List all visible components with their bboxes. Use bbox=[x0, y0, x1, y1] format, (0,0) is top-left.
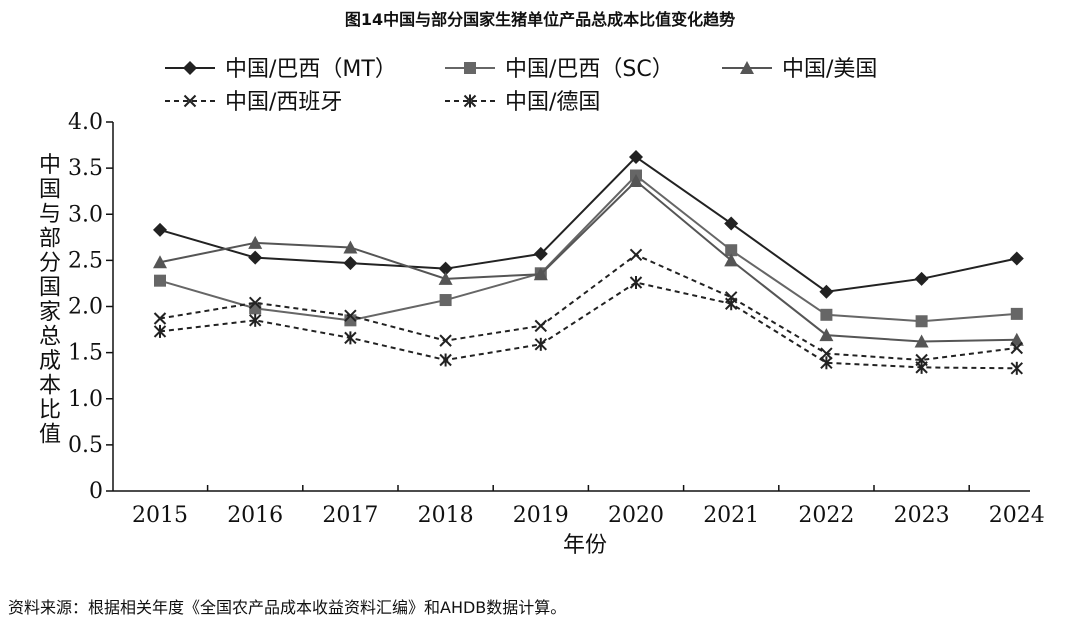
series-1 bbox=[153, 150, 1024, 299]
data-point bbox=[819, 328, 834, 342]
legend-label: 中国/德国 bbox=[505, 90, 600, 115]
data-point bbox=[629, 150, 643, 165]
legend-label: 中国/西班牙 bbox=[225, 90, 342, 115]
series-line bbox=[159, 174, 1017, 323]
y-tick-label: 2.5 bbox=[68, 248, 103, 273]
y-tick-label: 0 bbox=[89, 479, 103, 504]
data-point bbox=[724, 216, 739, 231]
data-point bbox=[915, 315, 928, 328]
data-point bbox=[248, 313, 262, 327]
data-point bbox=[344, 331, 357, 345]
y-tick-label: 3.5 bbox=[68, 156, 103, 181]
legend-marker bbox=[183, 61, 197, 75]
series-line bbox=[159, 179, 1017, 343]
data-point bbox=[438, 261, 453, 276]
data-point bbox=[438, 271, 453, 285]
y-axis-label: 中国与部分国家总成本比值 bbox=[39, 153, 61, 448]
data-point bbox=[820, 308, 833, 321]
legend-item-1: 中国/巴西（MT） bbox=[165, 57, 397, 82]
legend-marker bbox=[183, 94, 197, 108]
series-line bbox=[159, 281, 1017, 370]
series-layer bbox=[153, 150, 1024, 375]
data-point bbox=[1009, 332, 1024, 346]
data-point bbox=[724, 253, 739, 267]
x-tick-label: 2022 bbox=[798, 503, 854, 528]
series-2 bbox=[154, 169, 1023, 328]
x-tick-label: 2023 bbox=[894, 503, 950, 528]
data-point bbox=[1010, 307, 1023, 320]
y-tick-label: 4.0 bbox=[68, 110, 103, 135]
series-5 bbox=[153, 276, 1024, 375]
x-tick-label: 2018 bbox=[418, 503, 474, 528]
chart-title: 图14中国与部分国家生猪单位产品总成本比值变化趋势 bbox=[344, 10, 736, 29]
x-tick-label: 2017 bbox=[322, 503, 378, 528]
legend-label: 中国/巴西（SC） bbox=[505, 57, 674, 82]
x-tick-label: 2016 bbox=[227, 503, 283, 528]
data-point bbox=[819, 284, 834, 299]
x-tick-label: 2019 bbox=[513, 503, 569, 528]
legend-marker bbox=[464, 62, 476, 74]
y-tick-label: 0.5 bbox=[68, 433, 103, 458]
data-point bbox=[1010, 361, 1024, 375]
x-tick-label: 2021 bbox=[703, 503, 759, 528]
data-point bbox=[439, 334, 452, 347]
data-point bbox=[534, 319, 548, 333]
y-tick-label: 1.0 bbox=[68, 387, 103, 412]
series-line bbox=[159, 253, 1017, 362]
x-tick-label: 2020 bbox=[608, 503, 664, 528]
data-point bbox=[1010, 341, 1024, 355]
data-point bbox=[820, 356, 833, 370]
y-tick-label: 2.0 bbox=[68, 295, 103, 320]
legend-item-5: 中国/德国 bbox=[445, 90, 600, 115]
data-point bbox=[534, 337, 548, 351]
data-point bbox=[154, 274, 166, 287]
data-point bbox=[439, 294, 452, 307]
data-point bbox=[914, 271, 929, 286]
y-tick-label: 3.0 bbox=[68, 202, 103, 227]
data-point bbox=[629, 248, 643, 262]
data-point bbox=[915, 360, 928, 374]
x-tick-label: 2024 bbox=[989, 503, 1045, 528]
x-axis-label: 年份 bbox=[563, 533, 607, 558]
legend-label: 中国/巴西（MT） bbox=[225, 57, 397, 82]
data-point bbox=[248, 235, 263, 249]
data-point bbox=[1009, 251, 1024, 266]
data-point bbox=[533, 267, 548, 281]
data-point bbox=[343, 240, 358, 254]
data-point bbox=[248, 296, 262, 310]
data-point bbox=[343, 256, 358, 271]
data-point bbox=[153, 324, 167, 338]
data-point bbox=[153, 222, 167, 237]
data-point bbox=[725, 244, 738, 257]
series-3 bbox=[153, 174, 1024, 348]
data-point bbox=[248, 250, 263, 265]
data-point bbox=[629, 174, 643, 188]
legend-marker bbox=[463, 94, 477, 108]
series-line bbox=[159, 155, 1018, 293]
data-point bbox=[439, 353, 452, 367]
data-point bbox=[820, 347, 833, 360]
y-tick-label: 1.5 bbox=[68, 341, 103, 366]
series-4 bbox=[153, 248, 1024, 367]
data-point bbox=[914, 334, 929, 348]
data-point bbox=[344, 309, 357, 322]
legend-item-4: 中国/西班牙 bbox=[165, 90, 342, 115]
legend-item-2: 中国/巴西（SC） bbox=[445, 57, 674, 82]
data-point bbox=[153, 255, 167, 269]
source-note: 资料来源：根据相关年度《全国农产品成本收益资料汇编》和AHDB数据计算。 bbox=[8, 598, 567, 617]
data-point bbox=[629, 276, 643, 290]
legend-marker bbox=[740, 61, 754, 74]
data-point bbox=[153, 312, 167, 325]
data-point bbox=[533, 246, 548, 261]
legend-label: 中国/美国 bbox=[782, 57, 877, 82]
legend-item-3: 中国/美国 bbox=[722, 57, 877, 82]
data-point bbox=[724, 297, 738, 311]
x-tick-label: 2015 bbox=[132, 503, 188, 528]
axes: 0 0.5 1.0 1.5 2.0 2.5 3.0 3.5 4.0 2015 2016 2017 201… bbox=[39, 110, 1045, 558]
